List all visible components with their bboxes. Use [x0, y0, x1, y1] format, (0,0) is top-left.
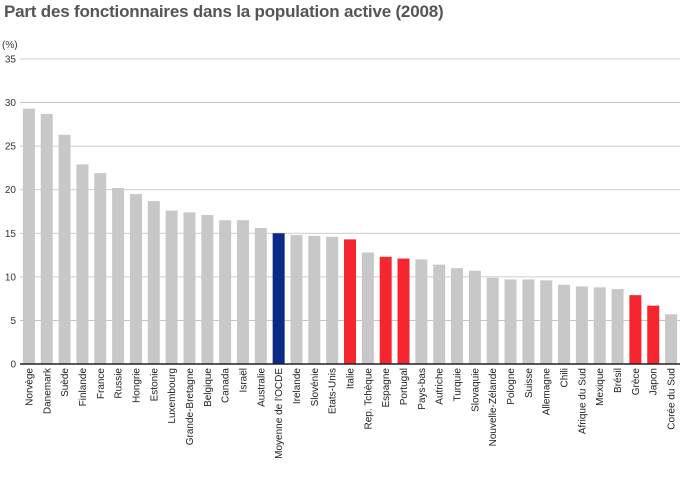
x-tick-label: Suisse: [524, 368, 535, 398]
x-tick-label: Belgique: [203, 368, 214, 407]
x-tick-label: Slovaquie: [470, 368, 481, 412]
x-tick-label: Luxembourg: [167, 368, 178, 424]
bar: [94, 173, 107, 364]
bar: [486, 277, 499, 364]
x-tick-label: Israël: [238, 368, 249, 392]
y-tick-label: 10: [5, 272, 17, 283]
bar: [112, 187, 125, 364]
bar: [397, 258, 410, 364]
bar: [611, 289, 624, 364]
bar: [290, 235, 303, 364]
x-tick-label: Turquie: [453, 368, 464, 402]
bar: [558, 284, 571, 364]
bar: [254, 228, 267, 364]
y-tick-label: 20: [5, 185, 17, 196]
x-tick-label: Etats-Unis: [328, 368, 339, 414]
bar: [540, 280, 553, 364]
x-tick-label: Espagne: [381, 368, 392, 408]
bar: [147, 201, 160, 364]
bar: [593, 287, 606, 364]
x-tick-label: Grande-Bretagne: [185, 368, 196, 446]
bar: [272, 233, 285, 364]
bar: [433, 264, 446, 364]
x-tick-label: Irelande: [292, 368, 303, 405]
bar: [575, 286, 588, 364]
bar: [129, 194, 142, 364]
bar: [468, 270, 481, 364]
y-axis-unit-label: (%): [2, 40, 18, 51]
bar: [165, 210, 178, 364]
x-tick-label: Estonie: [149, 368, 160, 402]
x-tick-label: Mexique: [595, 368, 606, 406]
x-tick-label: Japon: [649, 368, 660, 395]
y-tick-label: 0: [10, 360, 16, 371]
x-tick-label: Grèce: [631, 368, 642, 396]
y-tick-label: 25: [5, 142, 17, 153]
bar: [219, 220, 232, 364]
x-tick-label: Danemark: [42, 367, 53, 414]
x-tick-label: Pologne: [506, 368, 517, 405]
bar: [361, 252, 374, 364]
bar: [76, 164, 89, 364]
x-tick-label: Australie: [256, 368, 267, 407]
bar: [647, 305, 660, 364]
x-tick-label: Suède: [60, 368, 71, 397]
x-tick-label: Nouvelle-Zélande: [488, 368, 499, 447]
x-tick-label: Allemagne: [542, 368, 553, 416]
y-tick-label: 15: [5, 229, 17, 240]
y-tick-label: 5: [10, 316, 16, 327]
bar: [326, 236, 339, 364]
x-tick-label: France: [96, 368, 107, 400]
bar: [379, 256, 392, 364]
y-tick-label: 35: [5, 55, 17, 66]
x-tick-label: Norvège: [24, 368, 35, 406]
y-tick-label: 30: [5, 98, 17, 109]
bar: [22, 108, 35, 365]
chart-title: Part des fonctionnaires dans la populati…: [4, 2, 444, 21]
x-tick-label: Afrique du Sud: [577, 368, 588, 434]
x-tick-label: Italie: [346, 368, 357, 390]
bar: [40, 113, 53, 365]
x-tick-label: Corée du Sud: [667, 368, 678, 430]
x-axis-labels: Norvège Danemark Suède Finlande France Russie…: [24, 367, 677, 459]
x-tick-label: Chili: [560, 368, 571, 387]
y-axis-ticks: 0 5 10 15 20 25 30 35: [5, 55, 17, 371]
bar: [58, 134, 71, 364]
bar: [308, 235, 321, 364]
bar: [236, 220, 249, 364]
x-tick-label: Finlande: [78, 368, 89, 407]
x-tick-label: Slovénie: [310, 368, 321, 407]
bar: [629, 295, 642, 364]
x-tick-label: Brésil: [613, 368, 624, 393]
bar: [504, 279, 517, 364]
bar: [183, 212, 196, 364]
bar: [415, 259, 428, 364]
bar: [201, 214, 214, 364]
x-tick-label: Rep. Tchèque: [363, 368, 374, 430]
bar: [451, 268, 464, 364]
x-tick-label: Moyenne de l'OCDE: [274, 368, 285, 459]
x-tick-label: Portugal: [399, 368, 410, 405]
bars: [22, 108, 678, 365]
bar: [522, 279, 535, 364]
x-tick-label: Pays-bas: [417, 368, 428, 410]
bar: [665, 314, 678, 364]
x-tick-label: Russie: [114, 368, 125, 399]
x-tick-label: Hongrie: [131, 368, 142, 403]
bar: [344, 239, 356, 364]
x-tick-label: Canada: [221, 368, 232, 403]
x-tick-label: Autriche: [435, 368, 446, 405]
